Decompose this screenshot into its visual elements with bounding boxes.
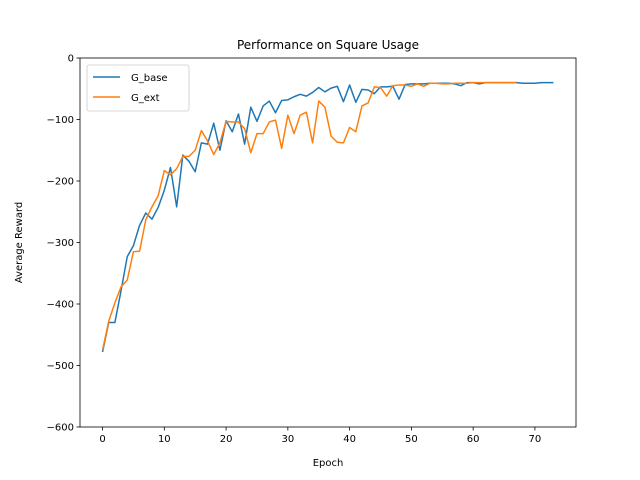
x-tick-label: 60 (467, 434, 480, 445)
x-tick-label: 40 (343, 434, 356, 445)
y-tick-label: −200 (47, 177, 74, 188)
y-tick-label: −100 (47, 115, 74, 126)
legend-label: G_base (131, 73, 168, 84)
chart-title: Performance on Square Usage (237, 38, 419, 52)
x-tick-label: 50 (405, 434, 418, 445)
y-tick-label: 0 (68, 54, 74, 65)
y-axis: −600 −500 −400 −300 −200 −100 0 (47, 54, 80, 434)
y-tick-label: −500 (47, 361, 74, 372)
x-tick-label: 70 (529, 434, 542, 445)
y-tick-label: −400 (47, 300, 74, 311)
x-tick-label: 0 (99, 434, 105, 445)
series-line-1 (101, 81, 554, 353)
legend-label: G_ext (131, 93, 160, 104)
series-line-2 (101, 81, 517, 351)
x-tick-label: 20 (220, 434, 233, 445)
y-tick-label: −600 (47, 423, 74, 434)
x-axis-label: Epoch (313, 458, 344, 469)
y-axis-label: Average Reward (14, 202, 25, 283)
legend: G_base G_ext (86, 64, 190, 112)
x-tick-label: 10 (158, 434, 171, 445)
x-tick-label: 30 (281, 434, 294, 445)
x-axis: 0 10 20 30 40 50 60 70 (99, 427, 541, 445)
y-tick-label: −300 (47, 238, 74, 249)
legend-box (86, 64, 190, 112)
plot-lines (101, 81, 554, 353)
